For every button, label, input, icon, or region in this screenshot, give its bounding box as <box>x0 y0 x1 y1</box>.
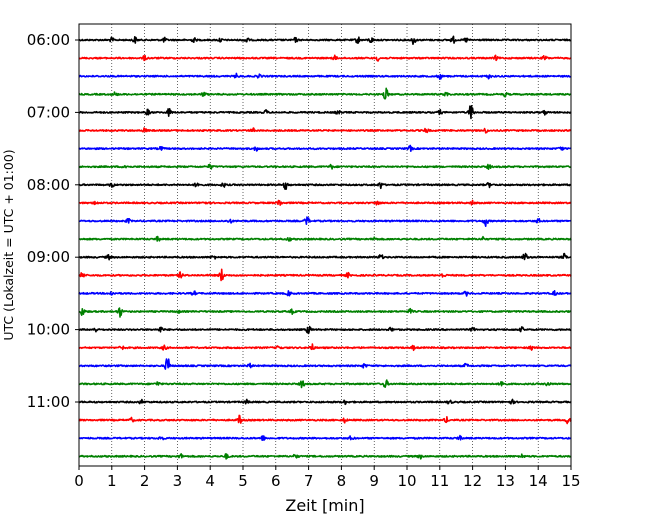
y-tick-label: 09:00 <box>27 248 70 266</box>
x-axis-label: Zeit [min] <box>285 496 364 515</box>
plot-frame <box>78 23 572 467</box>
x-tick-label: 2 <box>140 472 150 490</box>
x-tick-label: 14 <box>529 472 548 490</box>
x-tick-label: 9 <box>369 472 379 490</box>
x-tick-label: 1 <box>107 472 117 490</box>
x-tick-label: 10 <box>397 472 416 490</box>
x-tick-label: 13 <box>496 472 515 490</box>
x-tick-label: 11 <box>430 472 449 490</box>
trace-1030 <box>78 358 572 370</box>
trace-1100 <box>78 398 572 406</box>
x-tick-label: 15 <box>561 472 580 490</box>
x-tick-label: 3 <box>173 472 183 490</box>
trace-0745 <box>78 163 572 170</box>
trace-0900 <box>78 252 572 261</box>
x-tick-label: 6 <box>271 472 281 490</box>
y-tick-label: 08:00 <box>27 176 70 194</box>
x-tick-label: 12 <box>463 472 482 490</box>
y-tick-label: 06:00 <box>27 31 70 49</box>
trace-0615 <box>78 54 572 62</box>
trace-1015 <box>78 343 572 352</box>
y-axis-label: UTC (Lokalzeit = UTC + 01:00) <box>1 149 16 340</box>
trace-1115 <box>78 414 572 425</box>
y-tick-label: 11:00 <box>27 393 70 411</box>
x-tick-label: 7 <box>304 472 314 490</box>
trace-1045 <box>78 379 572 389</box>
trace-0730 <box>78 144 572 152</box>
trace-0815 <box>78 199 572 206</box>
trace-0645 <box>78 87 572 100</box>
y-tick-label: 10:00 <box>27 321 70 339</box>
trace-0700 <box>78 105 572 120</box>
trace-0945 <box>78 307 572 318</box>
trace-0915 <box>78 268 572 282</box>
trace-0845 <box>78 235 572 242</box>
trace-0600 <box>78 35 572 45</box>
trace-1145 <box>78 453 572 460</box>
trace-0830 <box>78 216 572 227</box>
x-tick-label: 4 <box>205 472 215 490</box>
y-axis-ticks: 06:00 07:00 08:00 09:00 10:00 11:00 <box>27 31 79 411</box>
y-tick-label: 07:00 <box>27 103 70 121</box>
trace-0630 <box>78 72 572 80</box>
trace-1130 <box>78 434 572 441</box>
trace-0715 <box>78 127 572 134</box>
x-tick-label: 5 <box>238 472 248 490</box>
trace-1000 <box>78 325 572 335</box>
x-axis-ticks: 0 1 2 3 4 5 6 7 8 9 10 11 12 13 14 15 <box>74 466 581 490</box>
trace-0800 <box>78 182 572 190</box>
trace-0930 <box>78 290 572 297</box>
trace-rows <box>78 35 572 460</box>
x-tick-label: 8 <box>337 472 347 490</box>
x-tick-label: 0 <box>74 472 84 490</box>
